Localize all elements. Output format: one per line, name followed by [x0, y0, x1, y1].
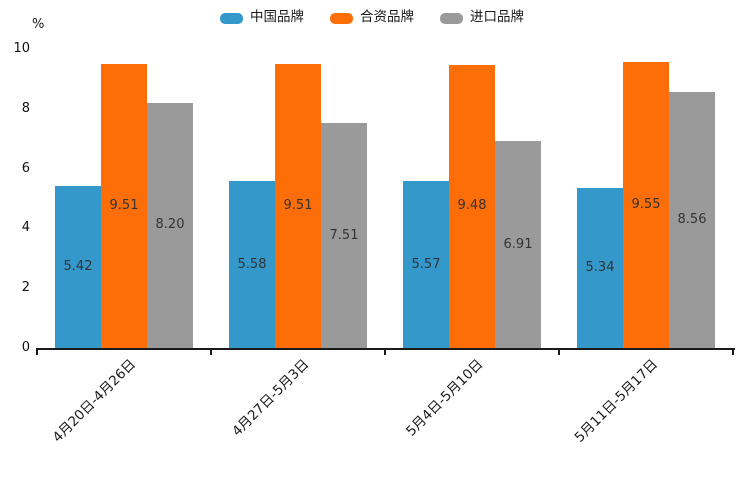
bar	[669, 92, 715, 348]
x-axis-tick	[36, 348, 38, 355]
x-category-label: 4月27日-5月3日	[229, 356, 313, 440]
legend-item: 合资品牌	[330, 11, 414, 25]
bar-value-label: 5.42	[63, 258, 93, 274]
bar-value-label: 7.51	[329, 227, 359, 243]
y-tick-label: 4	[21, 220, 30, 236]
bar-value-label: 9.48	[457, 198, 487, 214]
y-tick-label: 8	[21, 100, 30, 116]
x-axis-tick	[558, 348, 560, 355]
bar-value-label: 5.34	[585, 260, 615, 276]
bar	[101, 63, 147, 348]
bar-value-label: 5.57	[411, 256, 441, 272]
chart-legend: 中国品牌 合资品牌 进口品牌	[0, 8, 744, 28]
bar	[147, 102, 193, 348]
bar-value-label: 8.56	[677, 212, 707, 228]
legend-label: 合资品牌	[360, 9, 414, 26]
bar	[495, 141, 541, 348]
bar	[321, 123, 367, 348]
legend-item: 进口品牌	[440, 11, 524, 25]
x-axis-tick	[384, 348, 386, 355]
bar-value-label: 9.55	[631, 197, 661, 213]
y-tick-label: 2	[21, 280, 30, 296]
y-axis-unit-label: %	[32, 17, 45, 32]
bar	[403, 181, 449, 348]
bar	[55, 185, 101, 348]
bar	[623, 62, 669, 348]
bar	[577, 188, 623, 348]
x-category-label: 5月11日-5月17日	[571, 356, 661, 446]
bar	[229, 181, 275, 348]
legend-swatch	[220, 12, 243, 24]
legend-label: 中国品牌	[250, 9, 304, 26]
x-category-label: 4月20日-4月26日	[49, 356, 139, 446]
x-category-label: 5月4日-5月10日	[403, 356, 487, 440]
legend-swatch	[330, 12, 353, 24]
bar-value-label: 9.51	[283, 197, 313, 213]
bar	[449, 64, 495, 348]
legend-item: 中国品牌	[220, 11, 304, 25]
y-tick-label: 6	[21, 160, 30, 176]
x-axis-tick	[732, 348, 734, 355]
bar-value-label: 6.91	[503, 236, 533, 252]
bar	[275, 63, 321, 348]
y-tick-label: 10	[13, 41, 30, 56]
x-axis-line	[37, 348, 735, 350]
y-tick-label: 0	[21, 340, 30, 355]
bar-value-label: 5.58	[237, 256, 267, 272]
x-axis-tick	[210, 348, 212, 355]
legend-label: 进口品牌	[470, 9, 524, 26]
legend-swatch	[440, 12, 463, 24]
bar-value-label: 9.51	[109, 197, 139, 213]
bar-value-label: 8.20	[155, 217, 185, 233]
